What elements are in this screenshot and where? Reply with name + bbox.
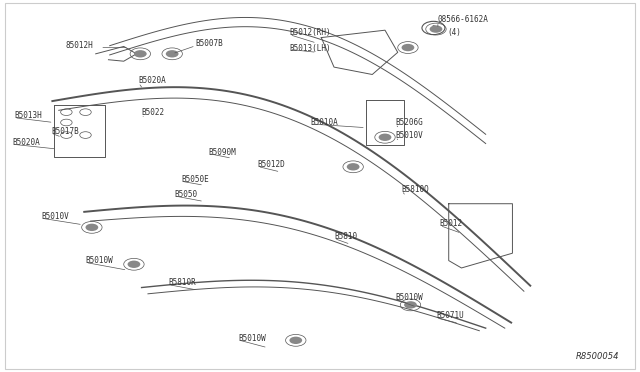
Circle shape: [289, 337, 302, 344]
Text: B5010W: B5010W: [395, 293, 423, 302]
Text: B5050: B5050: [175, 190, 198, 199]
Text: B5022: B5022: [141, 108, 164, 117]
Text: B5017B: B5017B: [51, 127, 79, 136]
Text: B5012D: B5012D: [257, 160, 285, 169]
Text: B5013(LH): B5013(LH): [289, 44, 331, 53]
Text: B5810: B5810: [334, 232, 357, 241]
Circle shape: [127, 260, 140, 268]
Text: B5010W: B5010W: [86, 256, 113, 265]
Circle shape: [379, 134, 392, 141]
Text: B5010W: B5010W: [239, 334, 266, 343]
Text: B5010A: B5010A: [310, 118, 338, 127]
Text: B5050E: B5050E: [181, 175, 209, 184]
Text: B5010V: B5010V: [395, 131, 423, 140]
Text: 5: 5: [431, 25, 436, 31]
Circle shape: [134, 50, 147, 58]
Circle shape: [401, 44, 414, 51]
Text: B5020A: B5020A: [138, 76, 166, 85]
Circle shape: [404, 301, 417, 309]
Text: 85012H: 85012H: [65, 41, 93, 50]
Text: (4): (4): [447, 28, 461, 37]
Text: B5090M: B5090M: [209, 148, 236, 157]
Text: B5206G: B5206G: [395, 118, 423, 127]
Text: 08566-6162A: 08566-6162A: [438, 15, 489, 24]
Circle shape: [347, 163, 360, 170]
Text: B5010V: B5010V: [41, 212, 68, 221]
Text: B5012(RH): B5012(RH): [289, 28, 331, 37]
Text: B5020A: B5020A: [13, 138, 40, 147]
Circle shape: [429, 25, 442, 33]
Circle shape: [166, 50, 179, 58]
Text: B5013H: B5013H: [14, 111, 42, 121]
Circle shape: [86, 224, 99, 231]
Text: B5810Q: B5810Q: [401, 185, 429, 193]
Text: B5012: B5012: [440, 219, 463, 228]
Text: B5071U: B5071U: [436, 311, 464, 320]
Text: R8500054: R8500054: [576, 352, 620, 361]
Text: B5810R: B5810R: [168, 278, 196, 287]
Text: B5007B: B5007B: [196, 39, 223, 48]
